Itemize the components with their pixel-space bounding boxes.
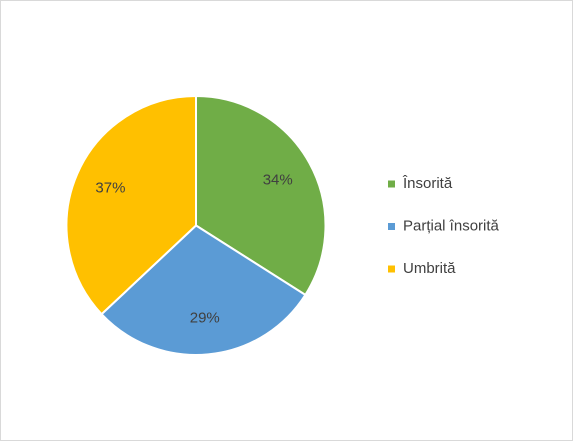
pie-slice (65, 94, 197, 316)
legend-swatch (388, 265, 395, 273)
data-label: 37% (95, 179, 125, 196)
legend-label: Umbrită (403, 260, 456, 277)
data-label: 29% (190, 309, 220, 326)
legend-label: Parțial însorită (403, 217, 500, 234)
legend-label: Însorită (402, 175, 453, 192)
pie-slice (100, 224, 307, 356)
legend-swatch (388, 223, 395, 230)
legend-swatch (388, 180, 395, 188)
data-label: 34% (263, 172, 293, 189)
